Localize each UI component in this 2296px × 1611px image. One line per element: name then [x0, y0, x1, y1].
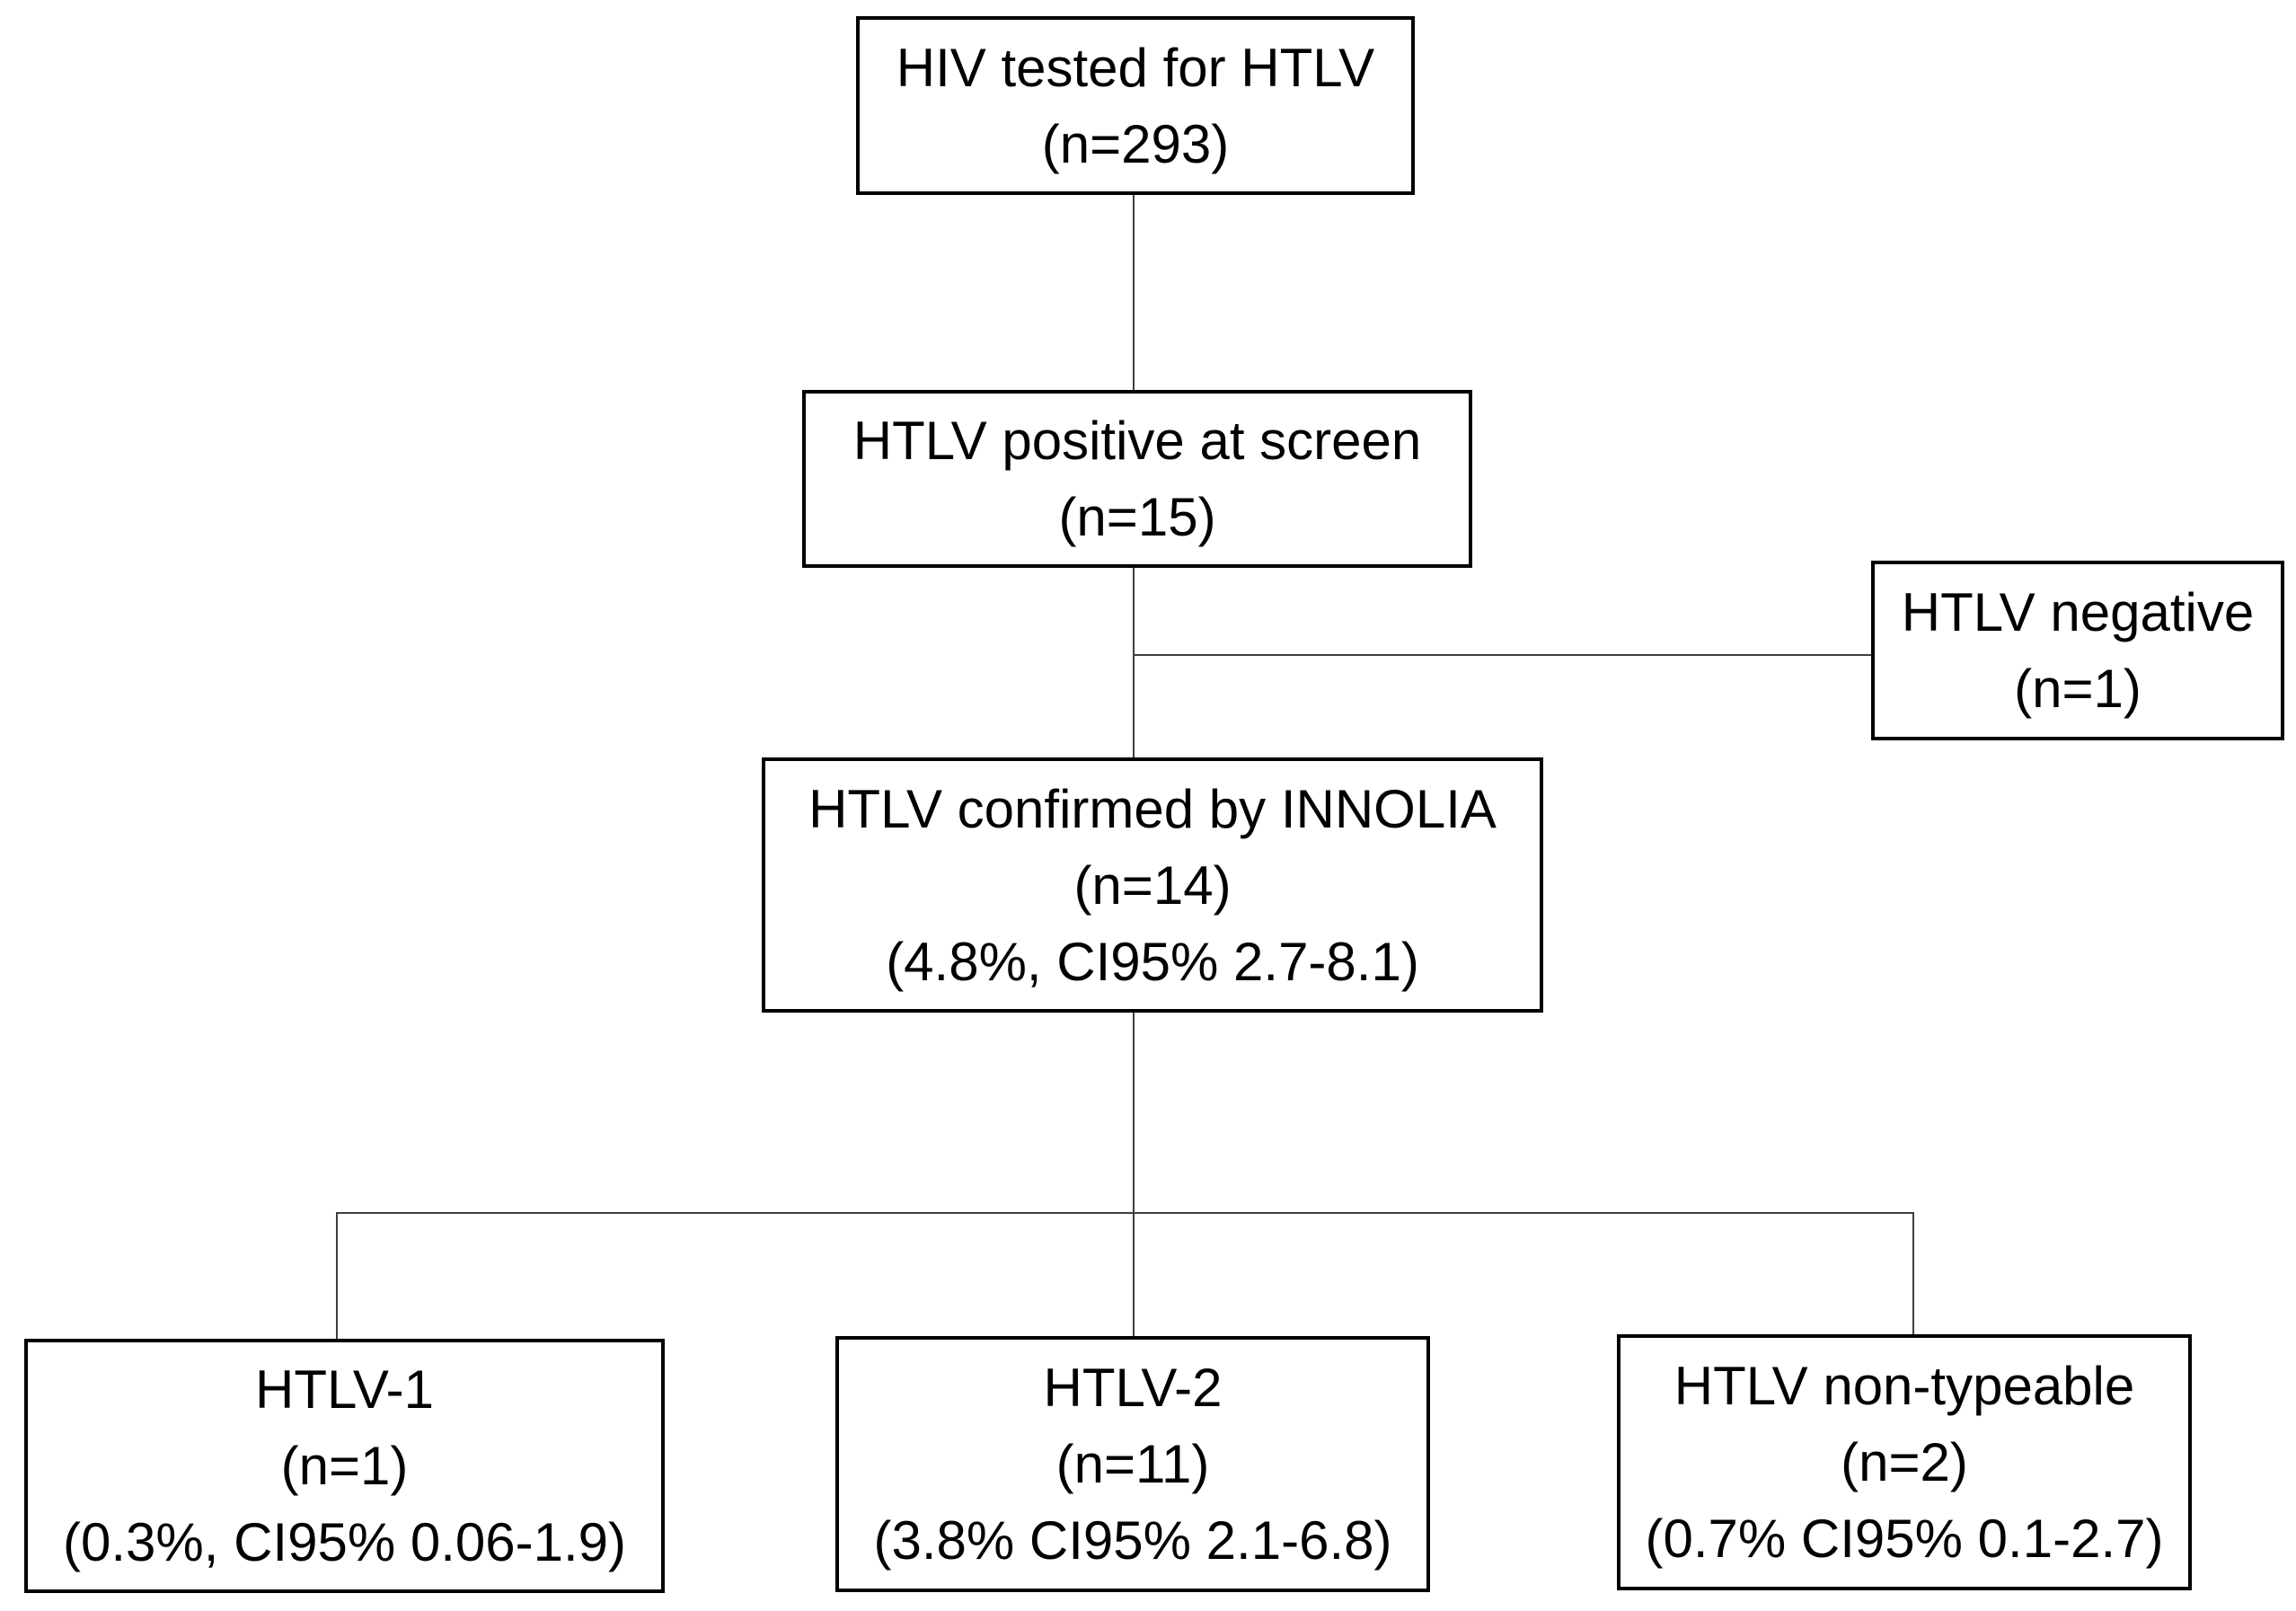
connector-positive-to-confirmed	[1133, 568, 1135, 757]
connector-drop-non-typeable	[1912, 1212, 1914, 1334]
connector-confirmed-to-branch	[1133, 1013, 1135, 1213]
flow-node-hiv-tested-for-htlv: HIV tested for HTLV (n=293)	[856, 16, 1415, 195]
flow-node-htlv-1: HTLV-1 (n=1) (0.3%, CI95% 0.06-1.9)	[24, 1339, 665, 1593]
node-count: (n=1)	[280, 1436, 409, 1496]
node-count: (n=15)	[1058, 487, 1216, 547]
flow-node-htlv-negative: HTLV negative (n=1)	[1871, 561, 2284, 740]
flow-node-htlv-positive-at-screen: HTLV positive at screen (n=15)	[802, 390, 1472, 568]
node-count: (n=2)	[1841, 1432, 1968, 1492]
node-count: (n=293)	[1041, 113, 1230, 174]
flow-node-htlv-confirmed-by-innolia: HTLV confirmed by INNOLIA (n=14) (4.8%, …	[762, 757, 1543, 1013]
node-label: HTLV positive at screen	[852, 411, 1422, 471]
flow-node-htlv-2: HTLV-2 (n=11) (3.8% CI95% 2.1-6.8)	[835, 1336, 1430, 1592]
node-label: HTLV confirmed by INNOLIA	[808, 778, 1497, 839]
node-label: HTLV negative	[1901, 582, 2255, 642]
node-stat: (0.7% CI95% 0.1-2.7)	[1645, 1509, 2164, 1569]
connector-tested-to-positive	[1133, 195, 1135, 390]
node-stat: (4.8%, CI95% 2.7-8.1)	[886, 931, 1419, 992]
flow-node-htlv-non-typeable: HTLV non-typeable (n=2) (0.7% CI95% 0.1-…	[1617, 1334, 2192, 1590]
connector-branch-to-negative	[1133, 654, 1871, 656]
node-label: HTLV non-typeable	[1673, 1356, 2135, 1416]
node-count: (n=11)	[1055, 1434, 1210, 1494]
node-label: HIV tested for HTLV	[896, 37, 1375, 98]
node-label: HTLV-2	[1043, 1358, 1223, 1418]
connector-branch-horizontal	[336, 1212, 1914, 1214]
connector-drop-htlv1	[336, 1212, 338, 1339]
node-stat: (3.8% CI95% 2.1-6.8)	[873, 1510, 1392, 1571]
connector-drop-htlv2	[1133, 1212, 1135, 1336]
node-count: (n=1)	[2014, 659, 2141, 719]
node-count: (n=14)	[1073, 854, 1232, 916]
node-stat: (0.3%, CI95% 0.06-1.9)	[63, 1512, 626, 1572]
node-label: HTLV-1	[255, 1359, 434, 1420]
